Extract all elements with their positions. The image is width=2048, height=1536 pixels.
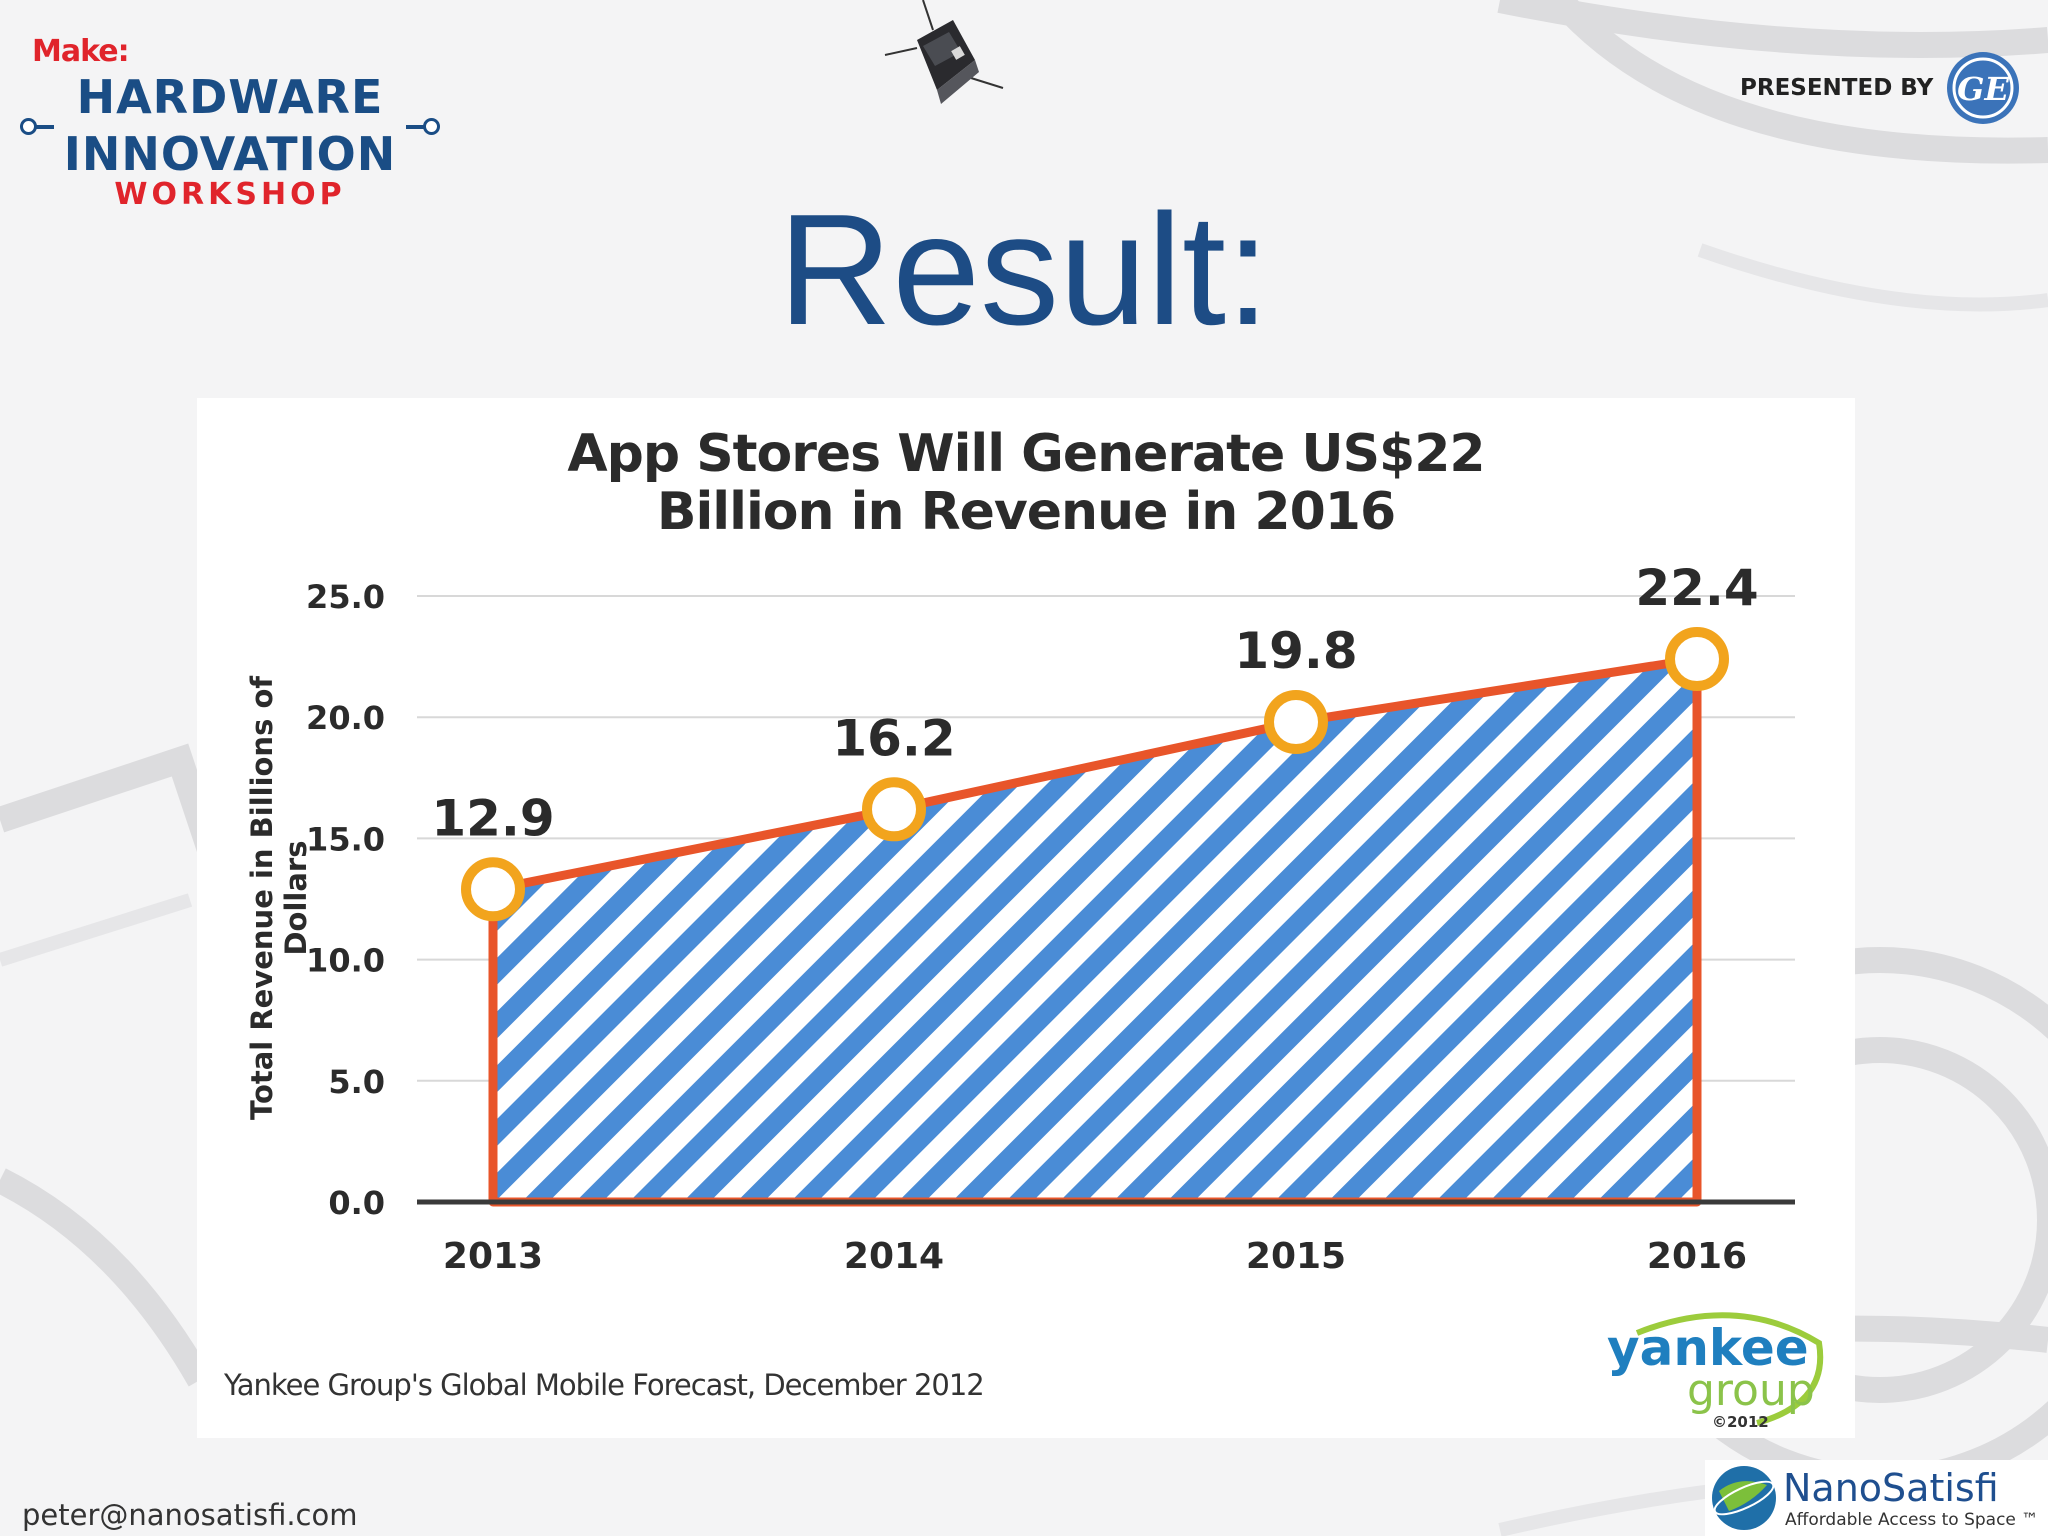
data-point-marker: [1665, 627, 1729, 692]
nanosatisfi-name: NanoSatisfi: [1783, 1466, 1999, 1510]
data-point-marker: [461, 857, 525, 922]
logo-dot-left: [20, 118, 37, 135]
presented-by: PRESENTED BY GE: [1740, 48, 2021, 128]
data-value-label: 16.2: [832, 709, 955, 767]
data-point-marker: [1264, 690, 1328, 755]
x-tick-label: 2015: [1246, 1236, 1346, 1277]
yankee-logo-line1: yankee: [1607, 1319, 1809, 1377]
x-tick-label: 2014: [844, 1236, 944, 1277]
y-tick-label: 5.0: [328, 1063, 385, 1101]
ge-logo-icon: GE: [1947, 52, 2020, 124]
area-chart: 0.0 5.0 10.0 15.0 20.0 25.0 12.9 2013 16.2 2014 19…: [306, 559, 1795, 1277]
satellite-icon: [884, 0, 1004, 104]
logo-line-workshop: WORKSHOP: [114, 177, 346, 212]
data-point-marker: [862, 777, 926, 842]
data-value-label: 22.4: [1635, 559, 1758, 617]
presented-by-label: PRESENTED BY: [1740, 75, 1934, 101]
ge-logo-text: GE: [1957, 70, 2009, 108]
chart-panel: App Stores Will Generate US$22 Billion i…: [197, 398, 1855, 1438]
presenter-email: peter@nanosatisfi.com: [22, 1498, 358, 1532]
nanosatisfi-tagline: Affordable Access to Space ™: [1785, 1510, 2039, 1530]
nanosatisfi-logo: NanoSatisfi Affordable Access to Space ™: [1705, 1460, 2048, 1536]
y-tick-label: 15.0: [306, 820, 385, 858]
x-tick-label: 2016: [1647, 1236, 1747, 1277]
logo-line-hardware: HARDWARE: [76, 70, 384, 124]
slide-title: Result:: [778, 182, 1270, 358]
y-tick-label: 0.0: [328, 1184, 385, 1222]
chart-title-line-1: App Stores Will Generate US$22: [567, 424, 1485, 484]
yankee-logo-line2: group: [1687, 1365, 1815, 1416]
y-tick-label: 20.0: [306, 699, 385, 737]
data-value-label: 12.9: [431, 789, 554, 847]
chart-source-note: Yankee Group's Global Mobile Forecast, D…: [224, 1368, 985, 1402]
data-value-label: 19.8: [1234, 622, 1357, 680]
logo-dot-right: [423, 118, 440, 135]
area-fill: [488, 654, 1702, 1207]
logo-line-innovation: INNOVATION: [63, 127, 397, 181]
chart-title-line-2: Billion in Revenue in 2016: [656, 482, 1396, 542]
make-wordmark: Make:: [32, 34, 130, 69]
logo-rule-left: [28, 125, 54, 129]
x-tick-label: 2013: [443, 1236, 543, 1277]
yankee-logo-mark: ©2012: [1712, 1413, 1769, 1431]
yankee-group-logo: yankee group ©2012: [1607, 1312, 1824, 1431]
make-hardware-innovation-workshop-logo: Make: HARDWARE INNOVATION WORKSHOP: [20, 32, 440, 217]
logo-rule-right: [406, 125, 432, 129]
y-tick-label: 10.0: [306, 942, 385, 980]
y-tick-label: 25.0: [306, 578, 385, 616]
globe-icon: [1712, 1466, 1776, 1530]
